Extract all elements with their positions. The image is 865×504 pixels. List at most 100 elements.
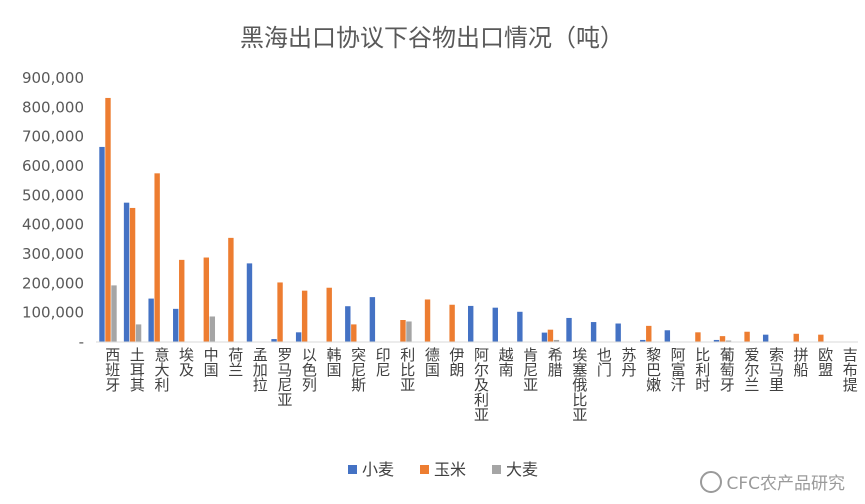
- bar-大麦-葡萄牙: [725, 340, 732, 342]
- bar-大麦-中国: [209, 316, 216, 342]
- x-tick-label: 苏丹: [619, 347, 637, 378]
- bar-玉米-意大利: [154, 173, 160, 342]
- y-tick-label: 600,000: [22, 157, 84, 175]
- x-tick-label: 中国: [202, 347, 220, 377]
- bar-玉米-拼船: [793, 333, 799, 342]
- bar-小麦-印尼: [369, 297, 376, 342]
- x-tick-label: 孟加拉: [251, 347, 269, 393]
- y-tick-label: 800,000: [22, 98, 84, 116]
- x-tick-label: 黎巴嫩: [644, 347, 662, 392]
- y-tick-label: 100,000: [22, 304, 84, 322]
- y-tick-label: -: [79, 333, 84, 351]
- y-tick-label: 200,000: [22, 274, 84, 292]
- bar-玉米-西班牙: [105, 97, 111, 343]
- legend: 小麦 玉米 大麦: [348, 460, 538, 479]
- watermark-text: CFC农产品研究: [726, 474, 845, 494]
- bar-小麦-阿富汗: [664, 330, 671, 342]
- x-tick-label: 印尼: [374, 347, 392, 377]
- x-tick-label: 意大利: [152, 346, 170, 392]
- watermark: CFC农产品研究: [700, 469, 845, 494]
- x-tick-label: 突尼斯: [349, 347, 367, 393]
- x-tick-label: 阿富汗: [669, 347, 687, 392]
- legend-swatch: [348, 465, 357, 474]
- y-tick-label: 700,000: [22, 128, 84, 146]
- bar-小麦-孟加拉: [246, 263, 253, 342]
- wechat-icon: [700, 470, 723, 493]
- bar-玉米-德国: [424, 299, 431, 342]
- bar-小麦-也门: [590, 322, 597, 342]
- bar-玉米-韩国: [326, 287, 332, 342]
- bar-小麦-埃塞俄比亚: [566, 317, 572, 342]
- bar-小麦-西班牙: [99, 146, 105, 342]
- x-tick-label: 越南: [497, 347, 515, 377]
- y-tick-label: 300,000: [22, 245, 84, 263]
- bar-玉米-欧盟: [818, 334, 824, 342]
- x-tick-label: 土耳其: [128, 347, 146, 392]
- bar-小麦-越南: [492, 307, 498, 342]
- bar-玉米-利比亚: [400, 320, 406, 342]
- bar-小麦-希腊: [541, 332, 548, 342]
- bar-大麦-利比亚: [406, 321, 412, 342]
- bar-小麦-以色列: [295, 332, 302, 342]
- bar-小麦-罗马尼亚: [271, 339, 277, 342]
- x-tick-label: 以色列: [300, 347, 318, 393]
- x-tick-label: 欧盟: [816, 347, 834, 377]
- bar-玉米-希腊: [547, 329, 554, 342]
- bar-大麦-土耳其: [135, 324, 142, 342]
- x-tick-label: 拼船: [792, 347, 810, 378]
- x-tick-label: 索马里: [767, 347, 785, 392]
- bar-小麦-葡萄牙: [713, 339, 720, 342]
- bar-小麦-意大利: [148, 298, 154, 342]
- x-tick-label: 希腊: [546, 347, 564, 378]
- bar-玉米-罗马尼亚: [277, 282, 283, 342]
- bar-大麦-西班牙: [111, 285, 117, 342]
- x-tick-label: 利比亚: [398, 347, 416, 392]
- y-tick-label: 900,000: [22, 69, 84, 87]
- legend-label: 玉米: [434, 460, 466, 479]
- x-tick-label: 伊朗: [447, 347, 465, 378]
- x-tick-label: 爱尔兰: [742, 347, 760, 392]
- x-tick-label: 韩国: [325, 347, 343, 377]
- x-tick-label: 德国: [423, 346, 441, 377]
- x-tick-label: 西班牙: [103, 347, 121, 393]
- x-tick-label: 肯尼亚: [521, 347, 539, 392]
- bar-小麦-埃及: [173, 308, 179, 342]
- bar-玉米-比利时: [695, 332, 701, 342]
- bar-玉米-以色列: [301, 290, 308, 342]
- legend-label: 大麦: [506, 460, 538, 479]
- bar-小麦-索马里: [762, 334, 769, 342]
- x-axis: 西班牙 土耳其 意大利 埃及 中国 荷兰 孟加拉 罗马尼亚 以色列 韩国 突尼斯 印尼 利比亚 德国 伊朗阿…: [103, 346, 858, 422]
- x-tick-label: 比利时: [693, 347, 711, 392]
- legend-swatch: [492, 465, 501, 474]
- bar-玉米-伊朗: [449, 304, 455, 342]
- x-tick-label: 埃塞俄比亚: [570, 347, 588, 422]
- bar-小麦-阿尔及利亚: [468, 305, 474, 342]
- y-tick-label: 400,000: [22, 216, 84, 234]
- bar-小麦-肯尼亚: [517, 311, 523, 342]
- x-tick-label: 阿尔及利亚: [472, 347, 490, 422]
- bar-玉米-中国: [203, 257, 210, 342]
- bars: [99, 97, 824, 343]
- y-axis: - 100,000 200,000 300,000 400,000 500,000 600,…: [22, 69, 84, 351]
- x-tick-label: 埃及: [177, 347, 195, 377]
- bar-玉米-荷兰: [228, 237, 234, 342]
- legend-label: 小麦: [362, 460, 394, 479]
- bar-玉米-突尼斯: [351, 324, 357, 342]
- legend-swatch: [420, 465, 429, 474]
- bar-小麦-土耳其: [123, 202, 130, 342]
- x-tick-label: 荷兰: [226, 347, 244, 377]
- x-tick-label: 葡萄牙: [718, 347, 736, 393]
- x-tick-label: 也门: [595, 347, 613, 378]
- bar-小麦-黎巴嫩: [640, 339, 646, 342]
- y-tick-label: 500,000: [22, 186, 84, 204]
- bar-玉米-土耳其: [129, 207, 136, 342]
- bar-玉米-爱尔兰: [744, 331, 750, 342]
- x-tick-label: 吉布提: [841, 347, 859, 393]
- bar-玉米-埃及: [179, 259, 185, 342]
- bar-小麦-突尼斯: [345, 306, 351, 342]
- x-tick-label: 罗马尼亚: [275, 347, 293, 407]
- chart-title: 黑海出口协议下谷物出口情况（吨）: [240, 24, 624, 52]
- bar-小麦-苏丹: [615, 323, 621, 342]
- bar-大麦-希腊: [553, 339, 560, 342]
